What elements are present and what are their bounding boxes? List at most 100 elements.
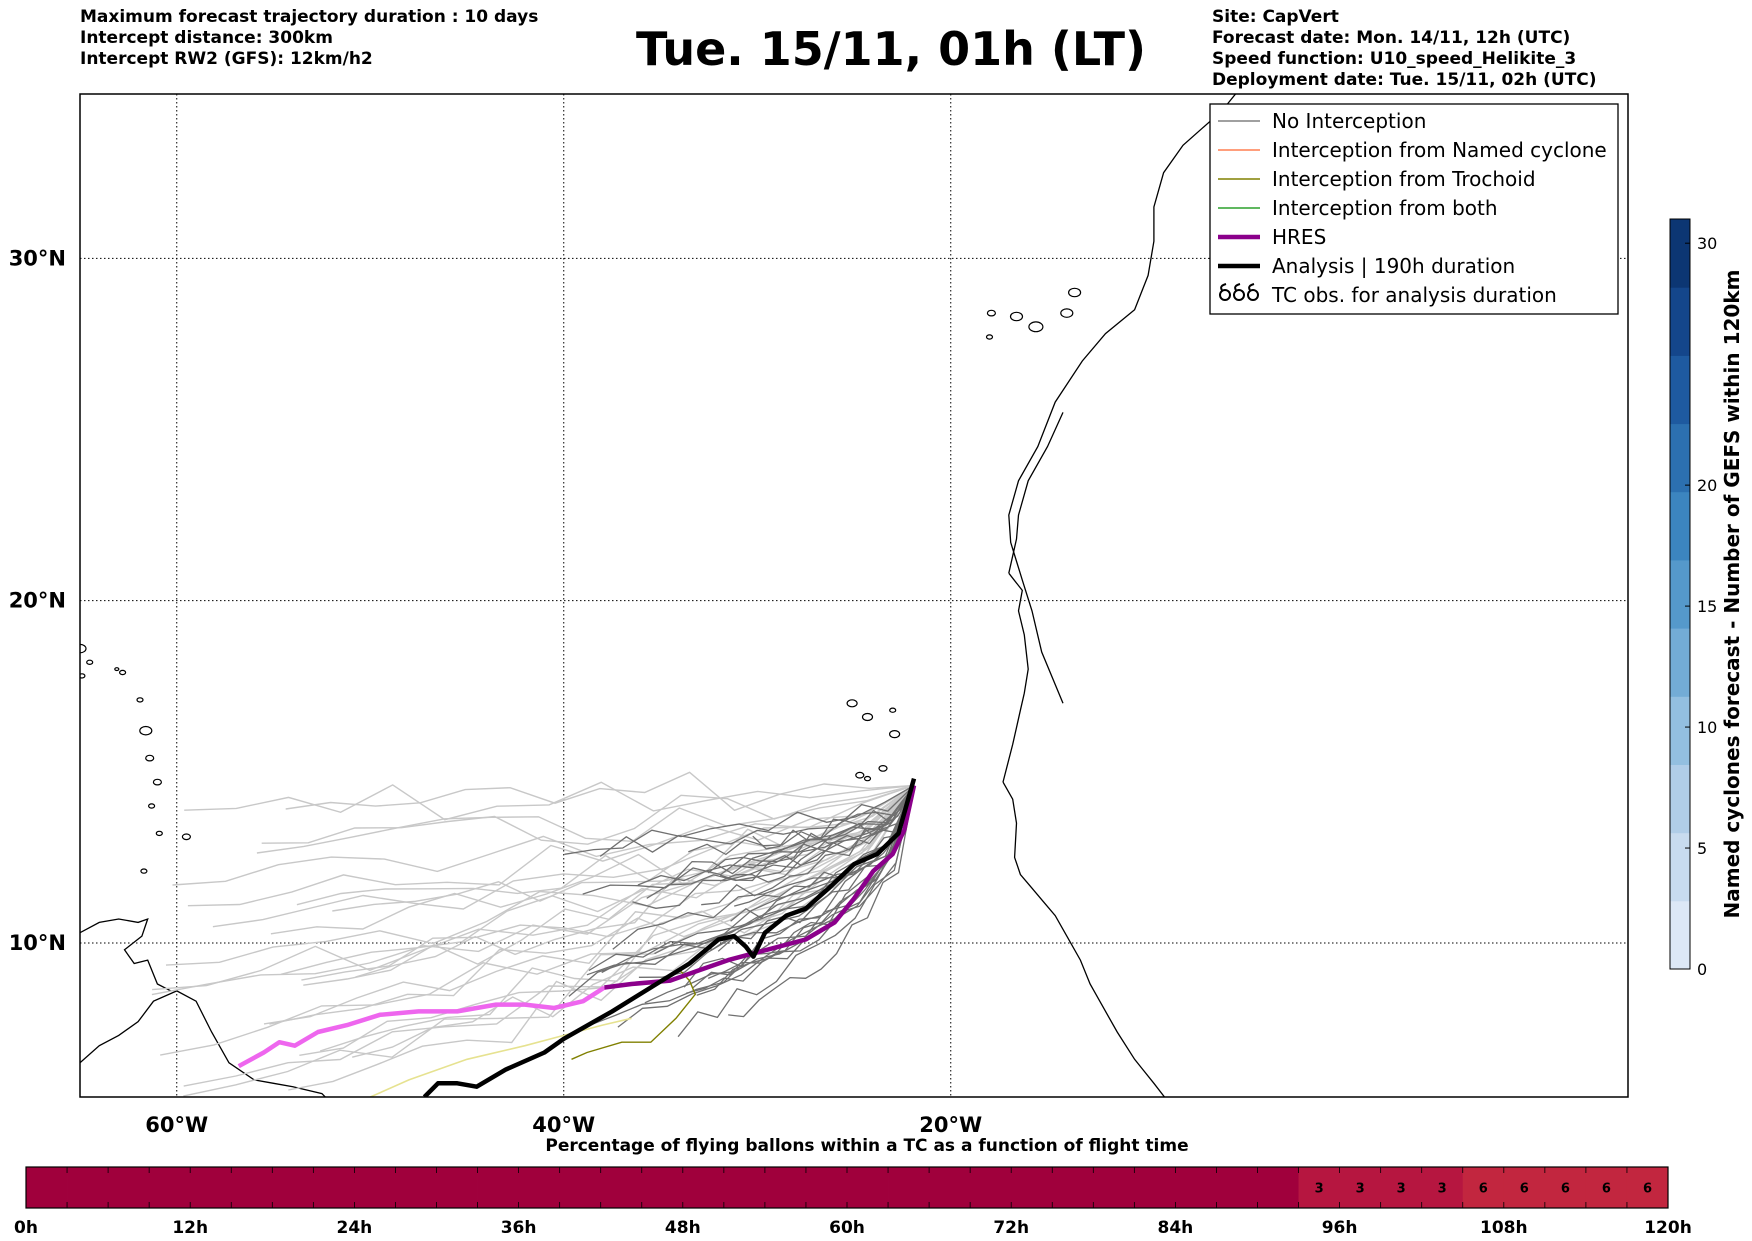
island <box>118 669 127 676</box>
colorbar-tick-label: 30 <box>1697 234 1717 253</box>
ensemble-trajectory <box>212 784 915 928</box>
cell-value-label: 3 <box>1397 1182 1406 1197</box>
header-left-line: Maximum forecast trajectory duration : 1… <box>80 7 539 27</box>
flight-time-cell <box>477 1167 519 1208</box>
ensemble-trajectory <box>288 785 915 1091</box>
cyclone-icon-tail <box>1234 283 1241 291</box>
flight-time-cell <box>1298 1167 1340 1208</box>
ensemble-trajectory <box>719 785 915 882</box>
flight-time-cell <box>149 1167 191 1208</box>
hour-tick-label: 120h <box>1644 1218 1692 1238</box>
cell-value-label: 3 <box>1356 1182 1365 1197</box>
flight-time-cell <box>929 1167 971 1208</box>
colorbar-segment <box>1670 764 1690 834</box>
legend-label: HRES <box>1272 225 1326 249</box>
cyclone-icon-tail <box>1220 283 1227 291</box>
island <box>145 754 155 762</box>
island <box>155 830 163 837</box>
island <box>861 712 874 722</box>
cell-value-label: 6 <box>1602 1182 1611 1197</box>
flight-time-cell <box>313 1167 355 1208</box>
colorbar-segment <box>1670 423 1690 493</box>
cyclone-icon-tail <box>1248 283 1255 291</box>
lon-tick-label: 60°W <box>145 1113 208 1137</box>
header-left-line: Intercept distance: 300km <box>80 28 333 48</box>
ensemble-trajectory <box>671 785 915 884</box>
ensemble-trajectory <box>568 785 915 997</box>
hres-track-light <box>237 985 606 1069</box>
island <box>136 697 144 703</box>
colorbar-segment <box>1670 219 1690 288</box>
flight-time-cell <box>1503 1167 1546 1208</box>
flight-time-cell <box>1339 1167 1382 1208</box>
island <box>889 707 897 713</box>
ensemble-trajectory <box>719 785 915 883</box>
colorbar-frame <box>1669 218 1691 970</box>
hour-tick-label: 0h <box>14 1218 38 1238</box>
flight-time-cell <box>888 1167 930 1208</box>
flight-time-cell <box>26 1167 68 1208</box>
map-frame <box>79 93 1629 1098</box>
ensemble-trajectory <box>638 785 915 978</box>
coastline-segment <box>1008 94 1237 704</box>
lon-tick-label: 20°W <box>919 1113 982 1137</box>
trochoid-faint-trajectory <box>369 1017 632 1097</box>
hour-tick-label: 48h <box>665 1218 701 1238</box>
hour-tick-label: 96h <box>1322 1218 1358 1238</box>
lat-tick-label: 20°N <box>9 589 66 613</box>
hres-track <box>604 785 917 990</box>
flight-time-cell <box>354 1167 396 1208</box>
flight-time-cell <box>805 1167 848 1208</box>
flight-time-cell <box>436 1167 478 1208</box>
coastline <box>80 94 1237 1097</box>
ensemble-trajectory <box>256 784 915 854</box>
flight-time-cell <box>1134 1167 1176 1208</box>
lon-tick-label: 40°W <box>532 1113 595 1137</box>
flight-time-cell <box>67 1167 109 1208</box>
trajectory-tracks <box>151 771 917 1097</box>
legend-label: No Interception <box>1272 109 1426 133</box>
header-right-line: Deployment date: Tue. 15/11, 02h (UTC) <box>1212 70 1597 90</box>
page-title: Tue. 15/11, 01h (LT) <box>636 22 1146 76</box>
colorbar-bottom-frame <box>25 1166 1669 1209</box>
trochoid-trajectory <box>571 969 697 1060</box>
flight-time-cell <box>600 1167 643 1208</box>
island <box>1067 287 1082 298</box>
ensemble-trajectory <box>601 785 915 974</box>
legend-label: Analysis | 190h duration <box>1272 254 1515 278</box>
colorbar-segment <box>1670 832 1690 902</box>
coastline-segment <box>1002 781 1166 1097</box>
colorbar-segment <box>1670 628 1690 697</box>
flight-time-cell <box>395 1167 437 1208</box>
coastline-segment <box>80 917 172 992</box>
analysis-track <box>422 777 917 1097</box>
flight-time-cell <box>764 1167 807 1208</box>
ensemble-trajectory <box>564 784 915 855</box>
ensemble-trajectory <box>355 785 915 978</box>
header-right: Site: CapVert Forecast date: Mon. 14/11,… <box>1212 7 1597 91</box>
flight-time-cell <box>1257 1167 1299 1208</box>
island <box>986 309 997 317</box>
flight-time-cell <box>1544 1167 1587 1208</box>
hour-tick-label: 84h <box>1158 1218 1194 1238</box>
colorbar-tick-label: 10 <box>1697 718 1717 737</box>
header-right-line: Forecast date: Mon. 14/11, 12h (UTC) <box>1212 28 1571 48</box>
legend: No Interception Interception from Named c… <box>1209 103 1619 315</box>
header-left: Maximum forecast trajectory duration : 1… <box>80 7 538 70</box>
cyclone-icon-ring <box>1233 289 1245 301</box>
cell-value-label: 3 <box>1315 1182 1324 1197</box>
flight-time-cell <box>1052 1167 1094 1208</box>
header-left-line: Intercept RW2 (GFS): 12km/h2 <box>80 49 373 69</box>
ensemble-trajectory <box>734 785 915 907</box>
header-right-line: Site: CapVert <box>1212 7 1339 27</box>
ensemble-trajectory <box>165 784 915 966</box>
legend-label: Interception from both <box>1272 196 1498 220</box>
island <box>181 833 191 841</box>
ensemble-trajectory <box>688 785 915 856</box>
island <box>1009 311 1024 322</box>
ensemble-trajectory <box>686 785 915 994</box>
legend-label: Interception from Trochoid <box>1272 167 1536 191</box>
island <box>152 778 162 786</box>
cell-value-label: 6 <box>1520 1182 1529 1197</box>
